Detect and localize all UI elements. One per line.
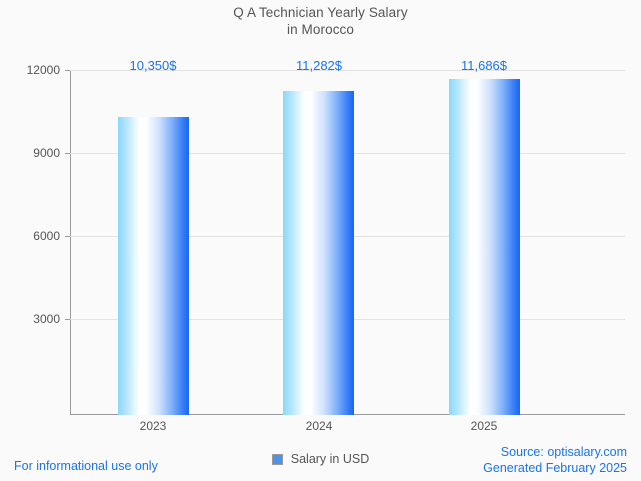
bar-2025[interactable] xyxy=(449,79,520,415)
bar-2023[interactable] xyxy=(118,117,189,415)
footer-disclaimer: For informational use only xyxy=(14,459,158,473)
footer-source-block: Source: optisalary.com Generated Februar… xyxy=(483,444,627,476)
y-axis-tick-label-12000: 12000 xyxy=(26,63,60,77)
x-axis-tick-label-2023: 2023 xyxy=(139,419,167,433)
chart-legend: Salary in USD xyxy=(0,452,641,466)
y-axis-tick-label-3000: 3000 xyxy=(33,312,60,326)
bar-value-label-2023: 10,350$ xyxy=(129,58,177,73)
chart-title-line-1: Q A Technician Yearly Salary xyxy=(233,5,408,20)
bar-2024[interactable] xyxy=(283,90,354,415)
x-axis-tick-label-2024: 2024 xyxy=(305,419,333,433)
legend-label: Salary in USD xyxy=(290,452,370,466)
y-axis-tick-label-9000: 9000 xyxy=(33,146,60,160)
y-tick-mark-9000 xyxy=(65,153,70,154)
gridline-12000 xyxy=(70,70,625,71)
bar-value-label-2024: 11,282$ xyxy=(295,58,343,73)
chart-title: Q A Technician Yearly Salary in Morocco xyxy=(0,4,641,38)
plot-area xyxy=(65,70,625,415)
footer-source: Source: optisalary.com xyxy=(500,445,627,459)
y-tick-mark-3000 xyxy=(65,319,70,320)
y-axis-tick-label-6000: 6000 xyxy=(33,229,60,243)
y-tick-mark-6000 xyxy=(65,236,70,237)
footer-generated: Generated February 2025 xyxy=(483,461,627,475)
square-marker-icon xyxy=(271,453,283,465)
y-axis-line xyxy=(70,70,71,415)
chart-title-line-2: in Morocco xyxy=(286,22,355,37)
y-tick-mark-12000 xyxy=(65,70,70,71)
x-axis-tick-label-2025: 2025 xyxy=(470,419,498,433)
legend-item-salary-in-usd[interactable]: Salary in USD xyxy=(271,452,370,466)
bar-value-label-2025: 11,686$ xyxy=(460,58,508,73)
